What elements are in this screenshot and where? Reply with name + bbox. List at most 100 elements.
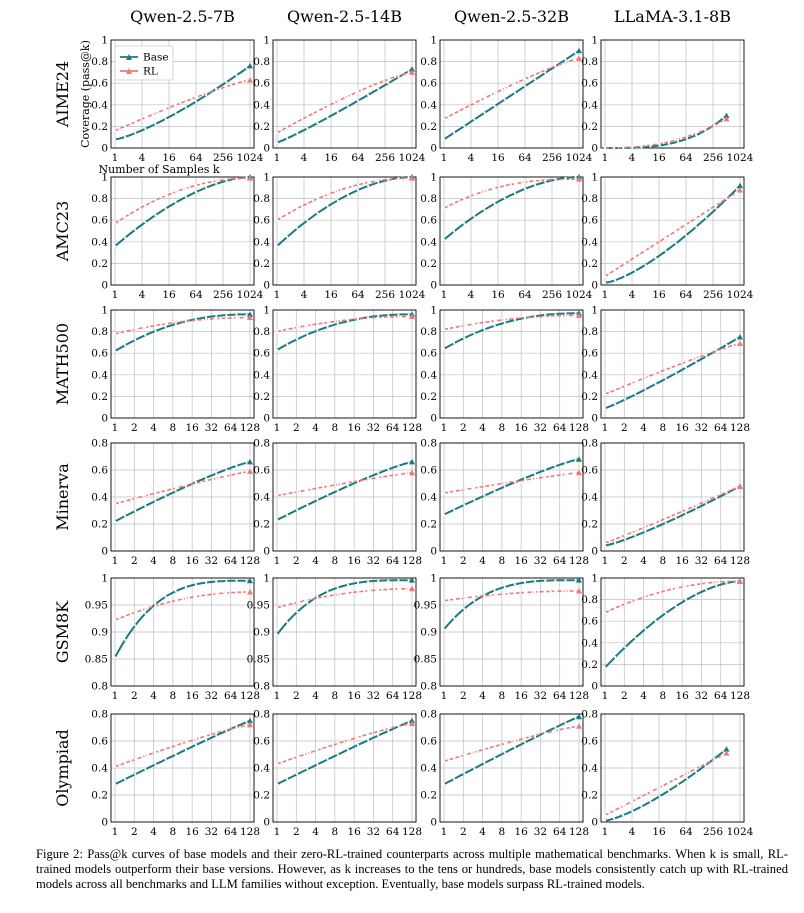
series-marker xyxy=(463,336,466,340)
subplot-aime24-3: 1 4 16 64 256 1024 0 0.2 0.4 0.6 0.8 1 xyxy=(581,35,753,165)
x-tick-label: 16 xyxy=(185,690,199,702)
series-marker xyxy=(407,720,410,724)
series-marker xyxy=(513,82,516,85)
axes-frame xyxy=(110,442,255,552)
x-tick-label: 64 xyxy=(386,690,400,702)
x-tick-label: 128 xyxy=(402,690,422,702)
legend-marker xyxy=(126,68,132,74)
x-tick-label: 16 xyxy=(652,152,666,164)
series-marker xyxy=(664,612,667,615)
series-marker xyxy=(184,106,187,109)
series-marker xyxy=(523,77,527,81)
x-tick-label: 128 xyxy=(569,690,589,702)
series-marker xyxy=(235,472,238,475)
series-end-marker xyxy=(737,340,743,346)
series-marker xyxy=(174,753,177,756)
x-tick-label: 64 xyxy=(714,690,728,702)
axes-frame xyxy=(110,577,255,687)
series-marker xyxy=(194,96,198,99)
x-tick-label: 1 xyxy=(602,289,609,301)
series-marker xyxy=(534,315,537,318)
series-marker xyxy=(453,326,456,329)
x-tick-label: 4 xyxy=(629,826,636,838)
axes-frame xyxy=(439,39,584,149)
series-marker xyxy=(346,591,349,595)
series-marker xyxy=(463,197,466,200)
series-line-base xyxy=(443,715,580,786)
series-marker xyxy=(275,245,279,248)
y-tick-label: 0.4 xyxy=(253,369,270,381)
series-marker xyxy=(473,595,476,598)
subplot-amc23-1: 1 4 16 64 256 1024 0 0.2 0.4 0.6 0.8 1 xyxy=(253,172,425,302)
series-marker xyxy=(523,741,527,744)
legend-marker xyxy=(126,54,132,60)
x-tick-label: 1024 xyxy=(237,152,264,164)
series-marker xyxy=(523,181,527,184)
series-marker xyxy=(275,141,279,144)
series-marker xyxy=(684,360,688,363)
y-tick-label: 0.8 xyxy=(581,594,598,606)
series-marker xyxy=(215,317,218,320)
series-marker xyxy=(397,177,400,180)
series-marker xyxy=(124,778,127,781)
y-tick-label: 0 xyxy=(430,413,437,425)
series-end-marker xyxy=(247,62,253,69)
series-end-marker xyxy=(576,456,582,462)
series-marker xyxy=(574,589,577,593)
x-tick-label: 64 xyxy=(351,152,365,164)
series-marker xyxy=(205,186,208,189)
series-marker xyxy=(336,319,339,323)
series-marker xyxy=(367,478,370,481)
series-marker xyxy=(174,486,177,490)
y-tick-label: 0.6 xyxy=(253,348,270,360)
y-tick-label: 0 xyxy=(101,143,108,155)
series-marker xyxy=(658,795,661,798)
subplot-amc23-2: 1 4 16 64 256 1024 0 0.2 0.4 0.6 0.8 1 xyxy=(420,172,592,302)
series-marker xyxy=(684,223,688,226)
y-tick-label: 1 xyxy=(101,305,108,317)
y-tick-label: 0.95 xyxy=(247,600,270,612)
series-marker xyxy=(513,746,516,749)
x-tick-label: 64 xyxy=(189,152,203,164)
series-marker xyxy=(154,499,157,503)
axes-frame xyxy=(272,577,417,687)
series-marker xyxy=(113,245,117,248)
series-marker xyxy=(453,757,456,760)
series-line-rl xyxy=(443,590,579,602)
subplot-aime24-1: 1 4 16 64 256 1024 0 0.2 0.4 0.6 0.8 1 xyxy=(253,35,425,165)
series-marker xyxy=(554,726,557,729)
series-marker xyxy=(225,591,228,594)
series-marker xyxy=(144,116,147,119)
series-marker xyxy=(144,494,147,497)
series-line-rl xyxy=(276,71,413,134)
x-tick-label: 16 xyxy=(675,422,689,434)
y-tick-label: 0.2 xyxy=(581,121,598,133)
y-tick-label: 0.2 xyxy=(420,519,437,531)
y-tick-label: 0.4 xyxy=(420,99,437,111)
x-tick-label: 128 xyxy=(402,422,422,434)
series-marker xyxy=(654,521,657,524)
axes-frame xyxy=(110,176,255,286)
series-marker xyxy=(367,476,370,479)
series-end-marker xyxy=(737,483,743,489)
series-marker xyxy=(326,494,329,497)
series-marker xyxy=(634,598,637,602)
series-marker xyxy=(134,497,137,500)
series-marker xyxy=(336,99,339,103)
series-marker xyxy=(367,93,370,97)
series-marker xyxy=(534,179,537,183)
y-tick-label: 0.6 xyxy=(581,736,598,748)
series-marker xyxy=(235,313,238,316)
series-marker xyxy=(286,137,289,140)
series-marker xyxy=(674,512,677,516)
series-marker xyxy=(407,71,410,75)
x-tick-label: 256 xyxy=(375,289,395,301)
series-marker xyxy=(144,204,147,207)
series-marker xyxy=(453,230,456,233)
series-marker xyxy=(326,758,329,761)
series-marker xyxy=(725,582,728,585)
y-tick-label: 0.8 xyxy=(253,56,270,68)
x-tick-label: 8 xyxy=(499,555,506,567)
series-marker xyxy=(124,514,127,518)
series-end-marker xyxy=(576,176,582,182)
